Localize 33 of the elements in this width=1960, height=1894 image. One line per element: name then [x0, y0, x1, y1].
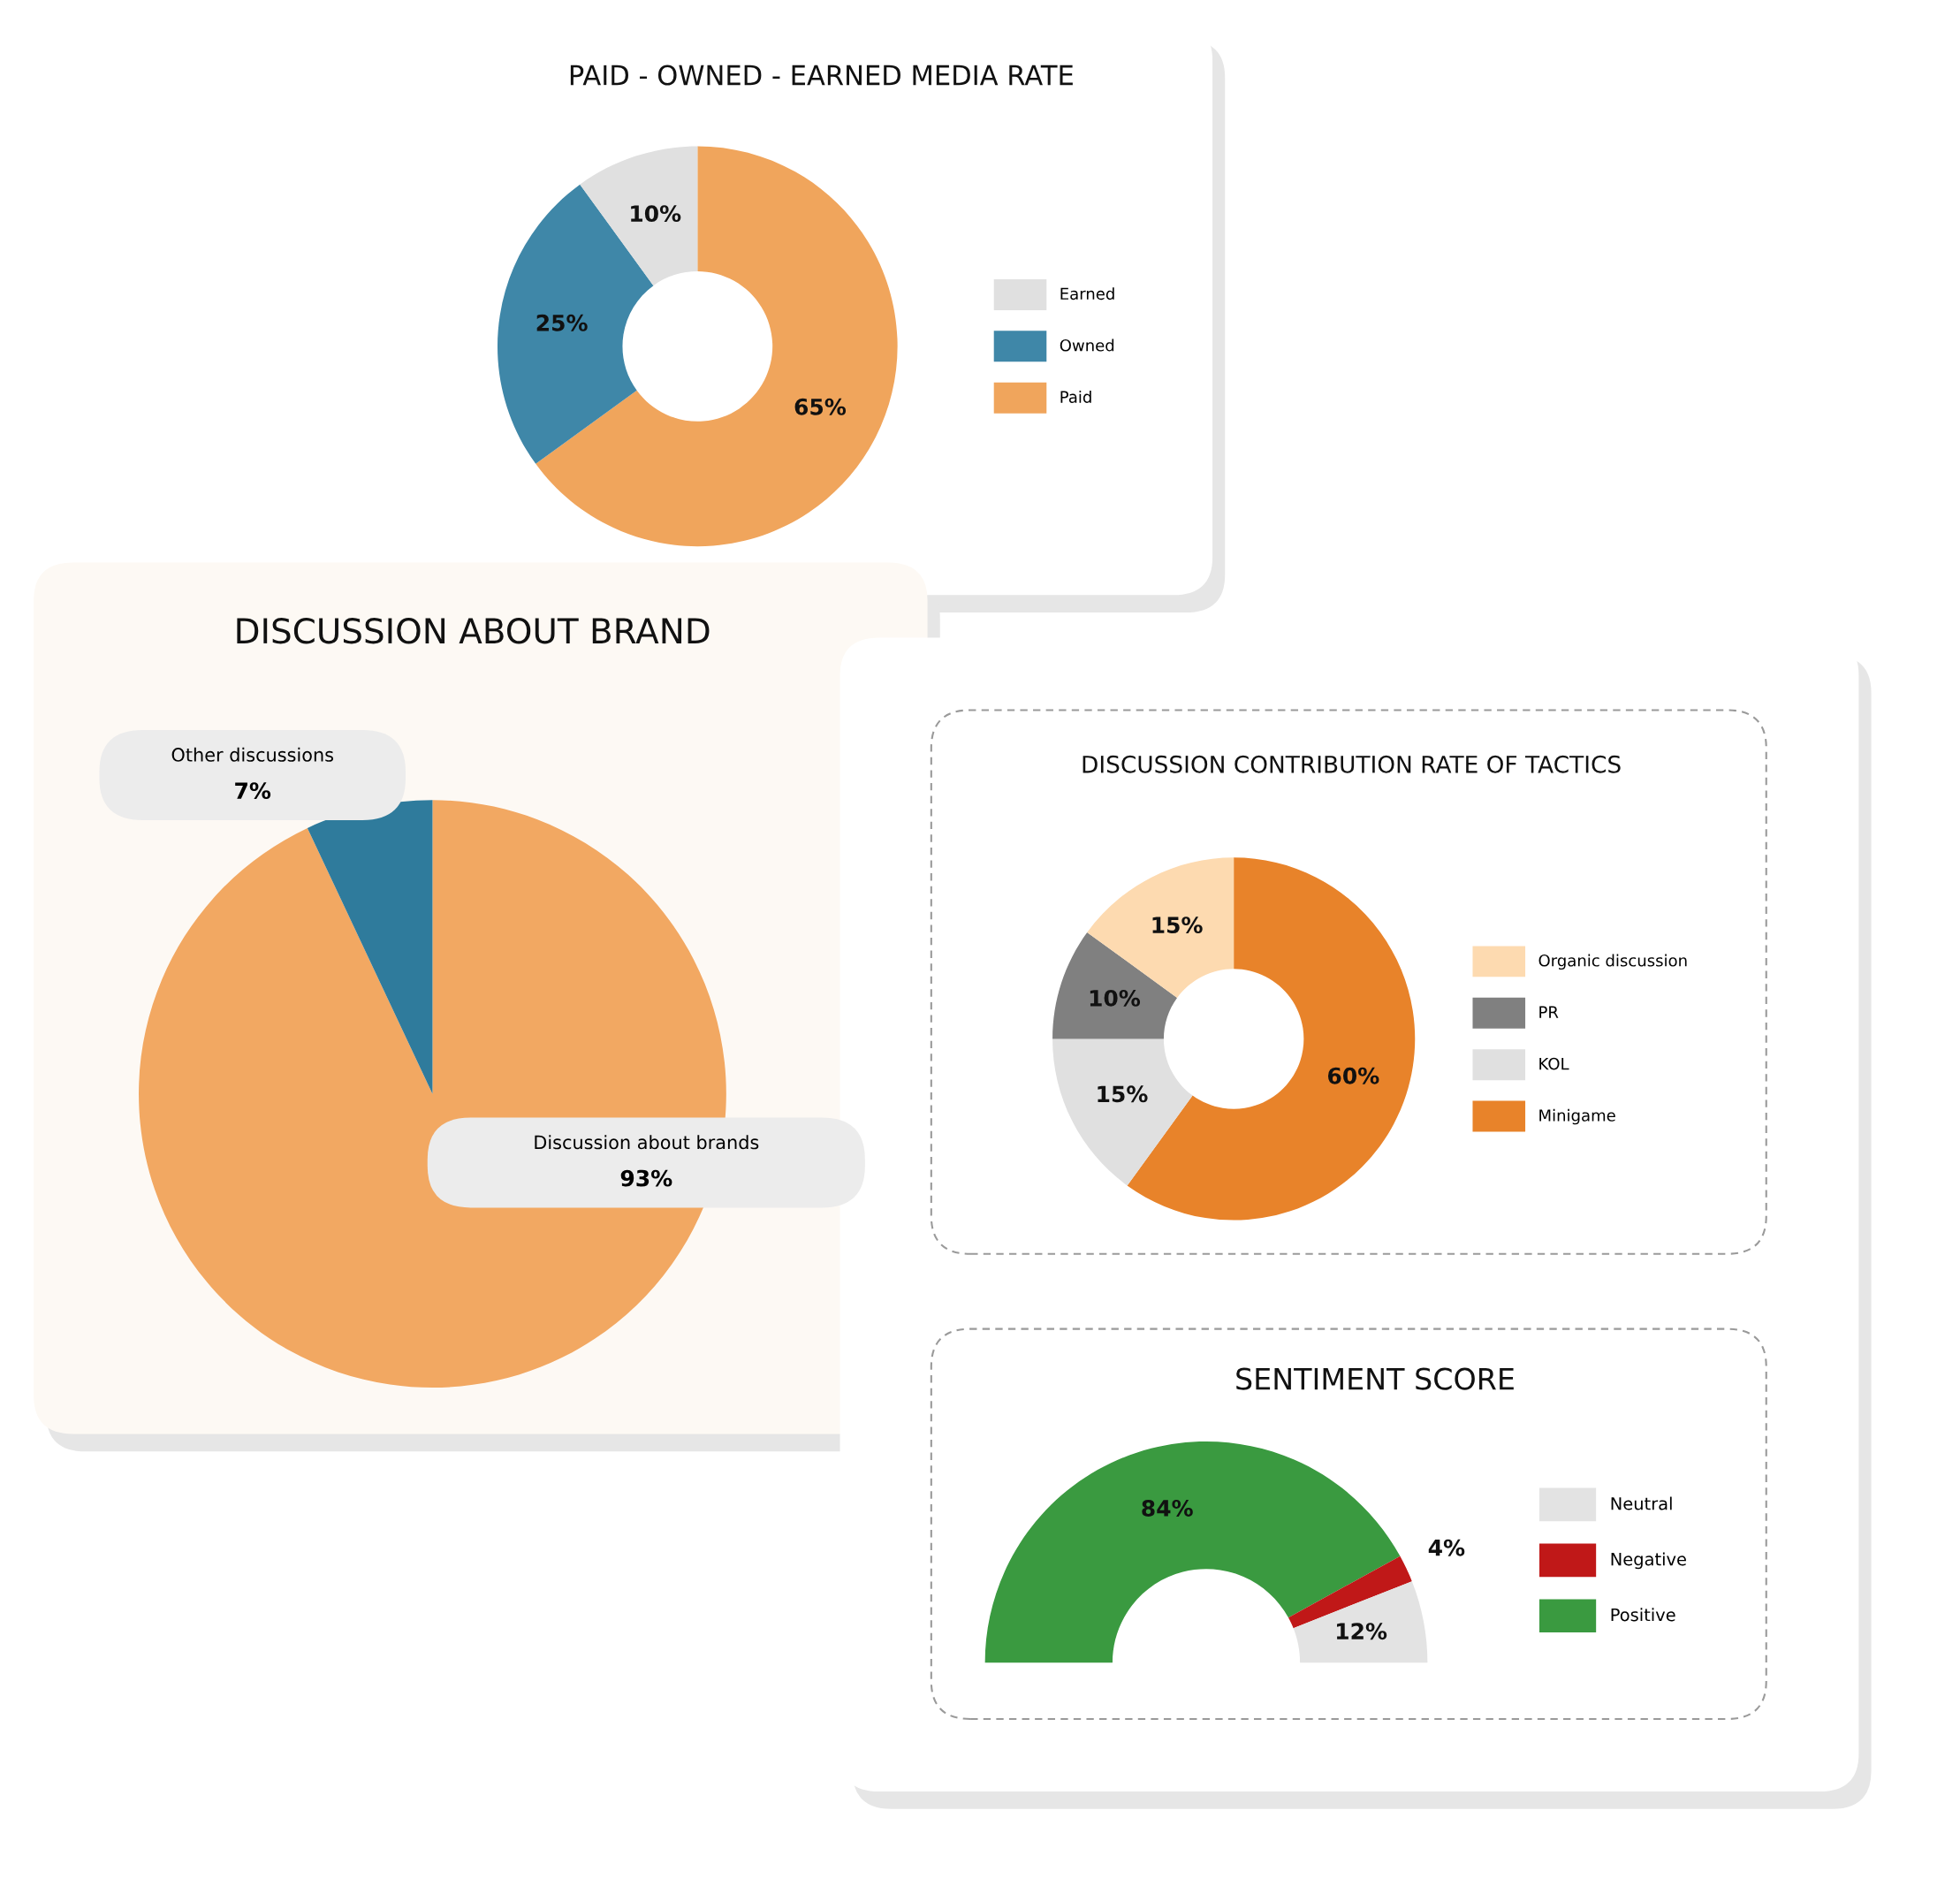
chart-title: DISCUSSION ABOUT BRAND: [237, 618, 710, 644]
legend-label: Earned: [1060, 287, 1114, 300]
donut-slice: [1052, 932, 1178, 1039]
data-label: 10%: [631, 205, 681, 223]
data-label: 15%: [1152, 917, 1203, 934]
data-label: 84%: [1142, 1500, 1193, 1517]
legend-label: Organic discussion: [1538, 954, 1687, 970]
data-label: 25%: [536, 314, 588, 331]
slice-label: Discussion about brands: [535, 1135, 759, 1150]
data-label: 12%: [1337, 1623, 1387, 1640]
legend-label: KOL: [1539, 1057, 1569, 1070]
pie-slice: [307, 800, 433, 1094]
legend-label: Positive: [1611, 1608, 1675, 1622]
data-label: 15%: [1098, 1085, 1148, 1103]
donut-slice: [536, 146, 898, 547]
chart-title: DISCUSSION CONTRIBUTION RATE OF TACTICS: [1083, 755, 1621, 773]
legend-label: Owned: [1060, 338, 1114, 352]
chart-title: SENTIMENT SCORE: [1236, 1367, 1514, 1390]
chart-title: PAID - OWNED - EARNED MEDIA RATE: [570, 65, 1073, 86]
slice-label: Other discussions: [171, 747, 334, 762]
donut-slice: [580, 146, 698, 286]
data-label: 60%: [1327, 1067, 1379, 1084]
legend-label: Paid: [1060, 390, 1091, 403]
donut-slice: [1052, 1038, 1193, 1186]
data-label: 10%: [1090, 989, 1141, 1007]
legend-label: Neutral: [1611, 1496, 1672, 1510]
data-label: 7%: [235, 782, 271, 800]
data-label: 4%: [1428, 1539, 1465, 1556]
legend-label: PR: [1539, 1006, 1559, 1018]
legend-label: Minigame: [1539, 1108, 1615, 1125]
data-label: 93%: [620, 1169, 672, 1187]
data-label: 65%: [794, 398, 847, 415]
legend-label: Negative: [1611, 1552, 1686, 1570]
